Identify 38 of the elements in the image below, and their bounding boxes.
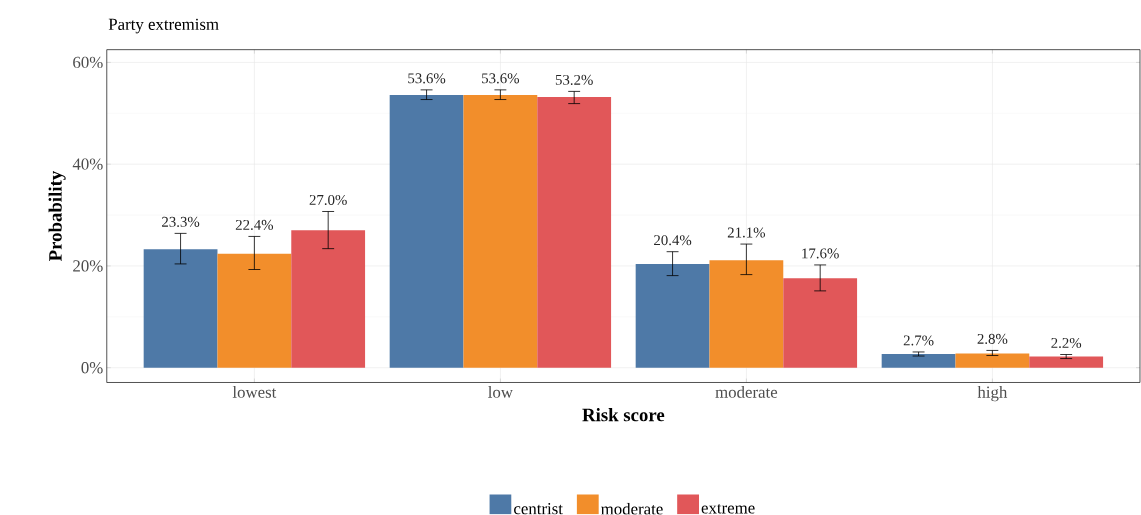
data-label: 21.1% [727, 227, 766, 238]
data-label: 2.7% [903, 335, 934, 346]
data-label: 2.8% [977, 334, 1008, 345]
x-tick-label: lowest [232, 386, 277, 399]
y-tick-label: 40% [72, 158, 103, 171]
bar [389, 95, 464, 368]
bar [463, 95, 538, 368]
bar [881, 354, 956, 368]
y-axis-title: Probability [48, 171, 66, 262]
data-label: 17.6% [802, 248, 839, 259]
data-label: 22.4% [235, 220, 274, 231]
x-tick-label: high [977, 386, 1008, 402]
data-label: 53.2% [555, 75, 593, 86]
bar [783, 278, 858, 368]
bar [217, 253, 292, 368]
x-tick-label: moderate [715, 386, 778, 399]
y-tick-label: 60% [73, 56, 103, 69]
legend-label: extreme [701, 504, 755, 514]
data-label: 23.3% [162, 217, 200, 228]
bar [955, 353, 1030, 368]
y-tick-label: 0% [81, 362, 103, 374]
bar [537, 97, 612, 368]
data-label: 53.6% [482, 73, 520, 84]
chart-title: Party extremism [108, 18, 219, 34]
x-tick-label: low [488, 386, 513, 399]
data-label: 2.2% [1051, 338, 1082, 349]
x-axis-title: Risk score [582, 408, 665, 422]
legend-label: moderate [601, 503, 663, 515]
legend-label: centrist [514, 503, 563, 515]
bar [1029, 356, 1104, 368]
data-label: 20.4% [654, 235, 692, 246]
bar [291, 230, 366, 368]
bar [709, 260, 784, 368]
bar [635, 264, 710, 368]
y-tick-label: 20% [73, 260, 103, 272]
bar [143, 249, 218, 368]
data-label: 53.6% [408, 73, 446, 84]
data-label: 27.0% [309, 195, 347, 206]
